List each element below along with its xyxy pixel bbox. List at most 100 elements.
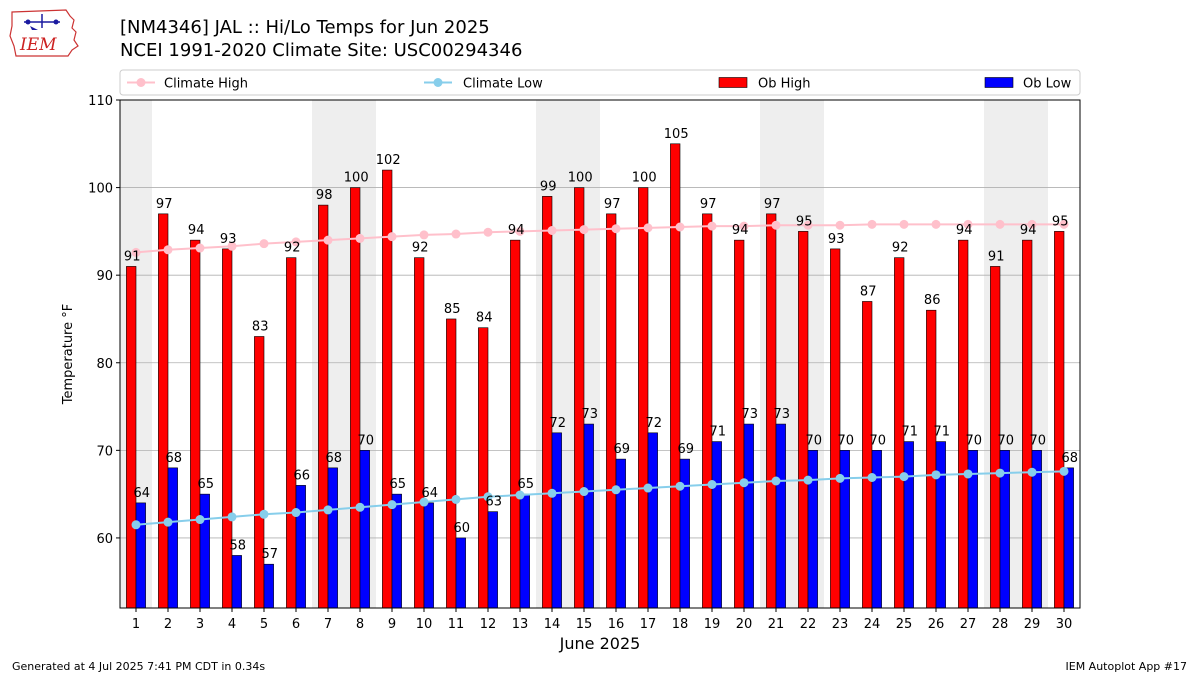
ob-high-bar — [126, 266, 137, 609]
ob-low-bar — [295, 485, 306, 609]
climate-high-point — [963, 219, 973, 229]
climate-low-point — [195, 515, 205, 525]
climate-high-line — [135, 223, 1064, 254]
ob-low-value-label: 69 — [614, 442, 631, 457]
x-tick-label: 19 — [704, 617, 721, 632]
x-tick-label: 14 — [544, 617, 561, 632]
ob-low-bar — [935, 441, 946, 609]
legend-ob-low-swatch — [984, 77, 1014, 88]
ob-low-value-label: 72 — [646, 416, 663, 431]
x-tick-label: 1 — [132, 617, 140, 632]
climate-low-point — [355, 502, 365, 512]
x-tick-label: 9 — [388, 617, 396, 632]
ob-low-value-label: 65 — [198, 477, 215, 492]
x-tick-label: 25 — [896, 617, 913, 632]
ob-high-value-label: 97 — [764, 197, 781, 212]
ob-high-value-label: 91 — [988, 249, 1005, 264]
ob-low-bar — [647, 432, 658, 609]
climate-low-point — [739, 478, 749, 488]
climate-low-point — [131, 520, 141, 530]
legend-climate-low-marker — [433, 78, 443, 87]
ob-low-value-label: 71 — [710, 425, 727, 440]
climate-high-point — [387, 232, 397, 242]
climate-high-point — [867, 219, 877, 229]
ob-low-bar — [327, 467, 338, 609]
climate-high-point — [931, 219, 941, 229]
x-tick-label: 27 — [960, 617, 977, 632]
ob-high-bar — [318, 204, 329, 609]
climate-low-line — [135, 470, 1065, 526]
ob-high-bar — [254, 336, 265, 609]
ob-high-bar — [478, 327, 489, 609]
climate-high-point — [451, 229, 461, 239]
climate-high-point — [899, 219, 909, 229]
ob-high-bar — [574, 187, 585, 609]
climate-low-point — [1059, 466, 1069, 476]
ob-high-value-label: 98 — [316, 188, 333, 203]
climate-high-point — [291, 237, 301, 247]
climate-low-point — [771, 476, 781, 486]
ob-high-bar — [446, 318, 457, 609]
ob-low-value-label: 69 — [678, 442, 695, 457]
ob-high-bar — [510, 239, 521, 609]
ob-low-value-label: 63 — [486, 495, 503, 510]
climate-high-point — [355, 233, 365, 243]
ob-low-value-label: 73 — [742, 407, 759, 422]
ob-low-value-label: 64 — [134, 486, 151, 501]
ob-low-bar — [807, 450, 818, 609]
climate-low-point — [291, 508, 301, 518]
ob-low-bar — [391, 493, 402, 609]
ob-high-value-label: 95 — [796, 214, 813, 229]
climate-low-point — [1027, 467, 1037, 477]
x-tick-label: 10 — [416, 617, 433, 632]
climate-high-point — [131, 247, 141, 257]
ob-high-value-label: 102 — [376, 153, 401, 168]
ob-low-value-label: 64 — [422, 486, 439, 501]
climate-high-point — [739, 221, 749, 231]
ob-high-value-label: 100 — [568, 171, 593, 186]
ob-high-value-label: 91 — [124, 249, 141, 264]
ob-high-value-label: 86 — [924, 293, 941, 308]
ob-low-bar — [519, 493, 530, 609]
climate-high-point — [771, 220, 781, 230]
logo-text: IEM — [19, 35, 57, 55]
x-tick-label: 26 — [928, 617, 945, 632]
ob-high-bar — [926, 309, 937, 609]
ob-low-value-label: 73 — [582, 407, 599, 422]
ob-high-value-label: 93 — [828, 232, 845, 247]
ob-high-bar — [190, 239, 201, 609]
ob-low-bar — [359, 450, 370, 609]
climate-low-point — [419, 497, 429, 507]
ob-low-value-label: 68 — [326, 451, 343, 466]
x-tick-label: 23 — [832, 617, 849, 632]
y-tick-label: 70 — [96, 444, 113, 459]
ob-low-value-label: 70 — [870, 433, 887, 448]
x-tick-label: 7 — [324, 617, 332, 632]
ob-high-bar — [862, 301, 873, 609]
ob-low-bar — [615, 458, 626, 609]
ob-high-bar — [798, 231, 809, 609]
ob-high-bar — [830, 248, 841, 609]
ob-low-bar — [231, 555, 242, 609]
ob-low-bar — [487, 511, 498, 609]
ob-high-value-label: 97 — [604, 197, 621, 212]
climate-low-point — [835, 473, 845, 483]
climate-low-point — [931, 470, 941, 480]
ob-low-bar — [839, 450, 850, 609]
climate-low-point — [387, 500, 397, 510]
ob-low-value-label: 65 — [518, 477, 535, 492]
climate-high-point — [483, 227, 493, 237]
climate-high-point — [323, 235, 333, 245]
x-tick-label: 28 — [992, 617, 1009, 632]
chart-title: [NM4346] JAL :: Hi/Lo Temps for Jun 2025 — [120, 17, 490, 38]
legend-ob-high-label: Ob High — [758, 77, 811, 92]
climate-high-point — [835, 220, 845, 230]
climate-high-point — [995, 219, 1005, 229]
climate-low-point — [547, 488, 557, 498]
ob-low-value-label: 60 — [454, 521, 471, 536]
climate-high-point — [611, 224, 621, 234]
ob-low-bar — [199, 493, 210, 609]
ob-high-value-label: 92 — [412, 241, 429, 256]
ob-low-value-label: 58 — [230, 538, 247, 553]
